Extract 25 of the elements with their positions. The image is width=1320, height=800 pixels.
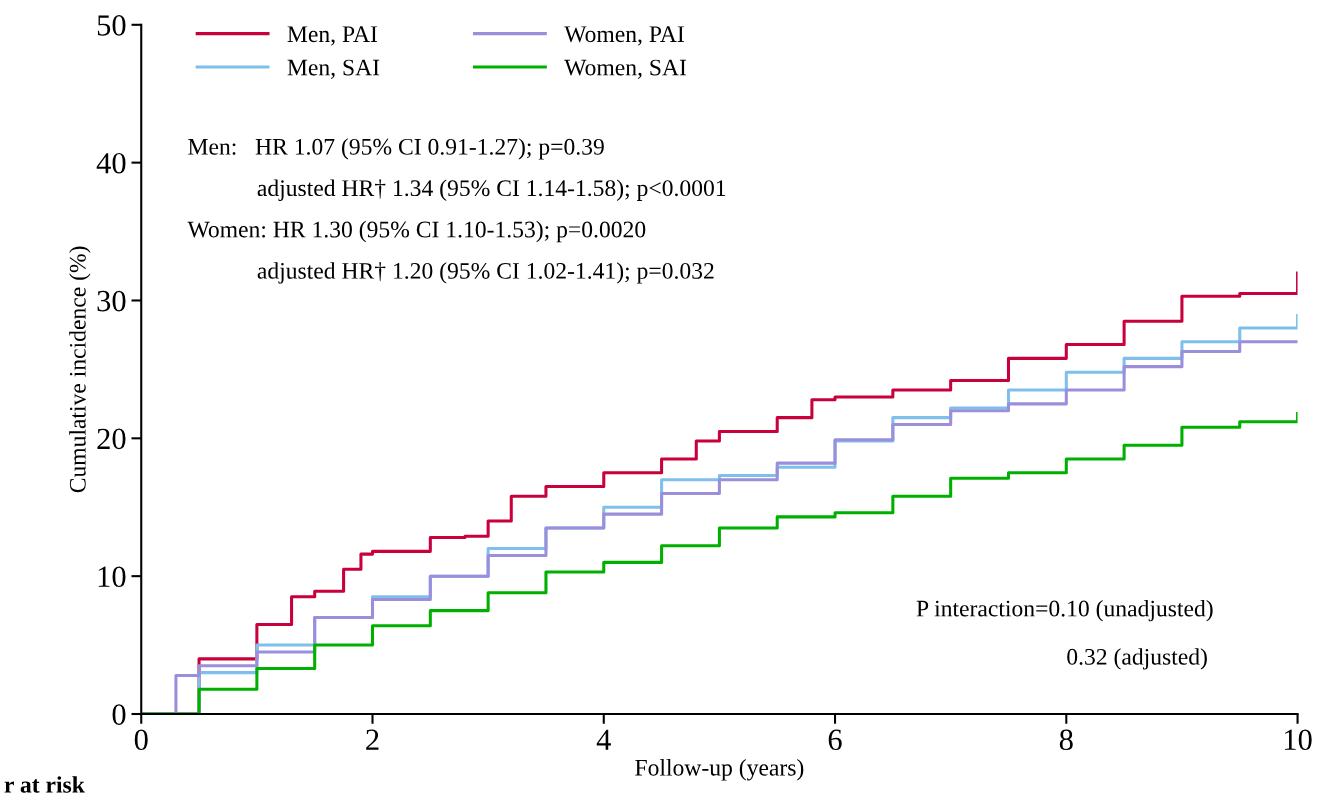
annotation: adjusted HR† 1.34 (95% CI 1.14-1.58); p<0.0001: [257, 179, 726, 201]
legend-label: Men, SAI: [287, 59, 380, 79]
x-tick-label: 6: [828, 729, 842, 751]
y-tick-label: 50: [97, 15, 126, 36]
y-tick-label: 20: [97, 428, 126, 450]
legend-label: Men, PAI: [287, 26, 378, 46]
x-tick-label: 0: [134, 729, 148, 751]
x-tick-label: 10: [1284, 729, 1312, 751]
x-tick-label: 4: [596, 729, 611, 750]
annotation: Women: HR 1.30 (95% CI 1.10-1.53); p=0.0020: [187, 220, 646, 243]
x-tick-label: 2: [366, 729, 379, 750]
annotation: 0.32 (adjusted): [1067, 648, 1207, 670]
annotation: P interaction=0.10 (unadjusted): [916, 599, 1213, 622]
y-tick-label: 0: [112, 704, 126, 725]
annotation: Men: HR 1.07 (95% CI 0.91-1.27); p=0.39: [188, 138, 604, 160]
x-axis-title: Follow-up (years): [635, 759, 804, 781]
y-tick-label: 30: [97, 290, 126, 312]
legend-label: Women, SAI: [564, 59, 687, 79]
legend-label: Women, PAI: [564, 26, 684, 46]
annotation: adjusted HR† 1.20 (95% CI 1.02-1.41); p=0.032: [257, 262, 714, 284]
text: r at risk: [4, 776, 85, 793]
y-tick-label: 10: [98, 566, 126, 588]
x-tick-label: 8: [1059, 729, 1073, 751]
y-axis-title: Cumulative incidence (%): [69, 246, 91, 493]
y-tick-label: 40: [96, 152, 126, 174]
